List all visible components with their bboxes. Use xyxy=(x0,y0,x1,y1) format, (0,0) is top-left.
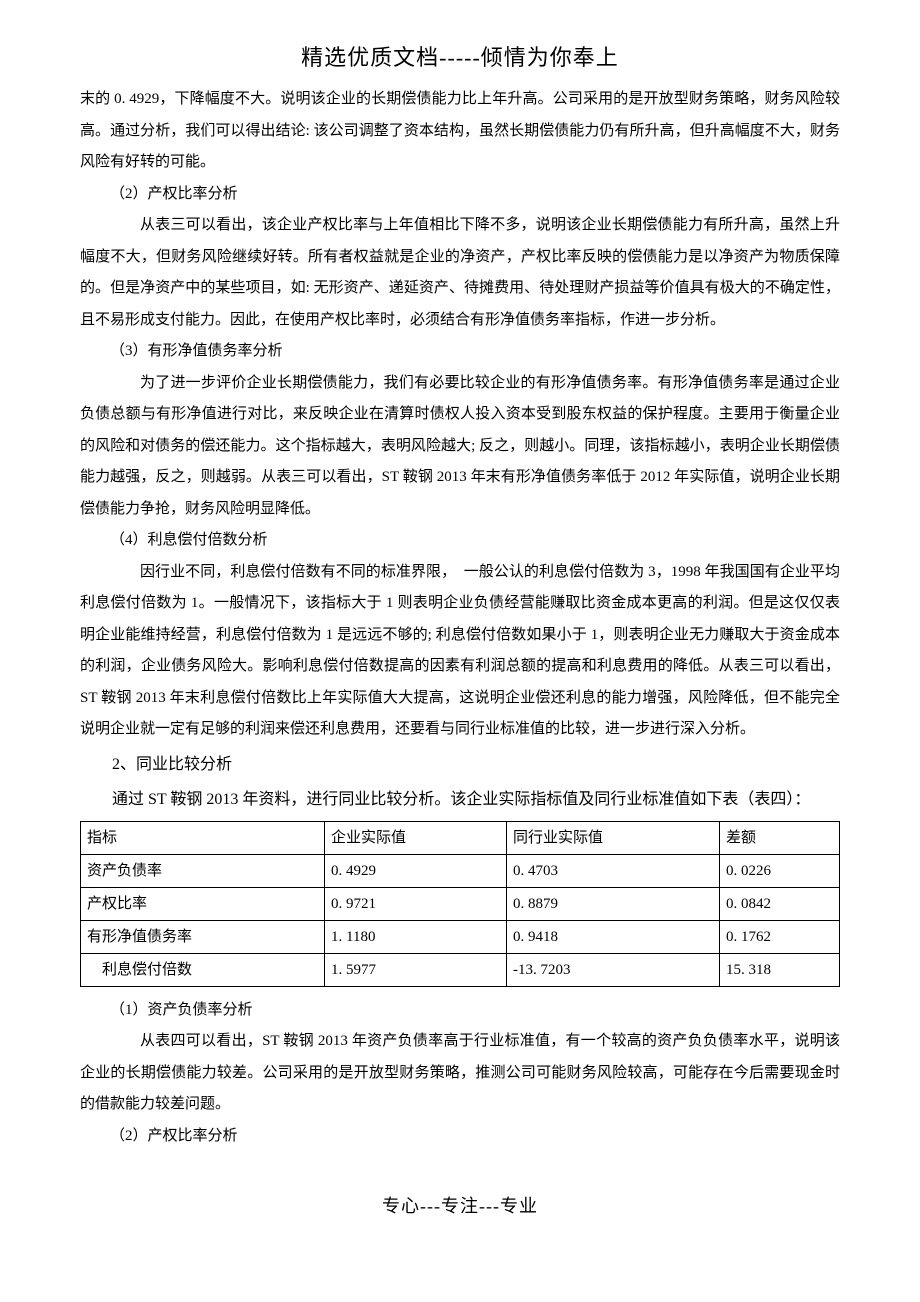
col-difference: 差额 xyxy=(720,821,840,854)
col-company-value: 企业实际值 xyxy=(325,821,507,854)
table-four: 指标 企业实际值 同行业实际值 差额 资产负债率 0. 4929 0. 4703… xyxy=(80,821,840,987)
cell-company: 1. 1180 xyxy=(325,920,507,953)
table-row: 利息偿付倍数 1. 5977 -13. 7203 15. 318 xyxy=(81,953,840,986)
subsection-heading-1b: （1）资产负债率分析 xyxy=(80,995,840,1027)
cell-industry: -13. 7203 xyxy=(507,953,720,986)
cell-company: 1. 5977 xyxy=(325,953,507,986)
cell-indicator: 有形净值债务率 xyxy=(81,920,325,953)
cell-industry: 0. 9418 xyxy=(507,920,720,953)
cell-diff: 15. 318 xyxy=(720,953,840,986)
subsection-heading-4: （4）利息偿付倍数分析 xyxy=(80,525,840,557)
table-header-row: 指标 企业实际值 同行业实际值 差额 xyxy=(81,821,840,854)
table-row: 有形净值债务率 1. 1180 0. 9418 0. 1762 xyxy=(81,920,840,953)
document-body: 末的 0. 4929，下降幅度不大。说明该企业的长期偿债能力比上年升高。公司采用… xyxy=(80,84,840,1152)
cell-diff: 0. 0226 xyxy=(720,854,840,887)
paragraph-interest-coverage: 因行业不同，利息偿付倍数有不同的标准界限， 一般公认的利息偿付倍数为 3，199… xyxy=(80,557,840,746)
cell-industry: 0. 8879 xyxy=(507,887,720,920)
paragraph-asset-liability: 从表四可以看出，ST 鞍钢 2013 年资产负债率高于行业标准值，有一个较高的资… xyxy=(80,1026,840,1121)
page-header: 精选优质文档-----倾情为你奉上 xyxy=(80,40,840,72)
cell-diff: 0. 0842 xyxy=(720,887,840,920)
paragraph-tangible-debt: 为了进一步评价企业长期偿债能力，我们有必要比较企业的有形净值债务率。有形净值债务… xyxy=(80,368,840,526)
paragraph-continuation: 末的 0. 4929，下降幅度不大。说明该企业的长期偿债能力比上年升高。公司采用… xyxy=(80,84,840,179)
subsection-heading-2b: （2）产权比率分析 xyxy=(80,1121,840,1153)
cell-company: 0. 4929 xyxy=(325,854,507,887)
cell-diff: 0. 1762 xyxy=(720,920,840,953)
paragraph-equity-ratio: 从表三可以看出，该企业产权比率与上年值相比下降不多，说明该企业长期偿债能力有所升… xyxy=(80,210,840,336)
table-row: 产权比率 0. 9721 0. 8879 0. 0842 xyxy=(81,887,840,920)
paragraph-table-intro: 通过 ST 鞍钢 2013 年资料，进行同业比较分析。该企业实际指标值及同行业标… xyxy=(80,783,840,817)
cell-indicator: 利息偿付倍数 xyxy=(81,953,325,986)
cell-industry: 0. 4703 xyxy=(507,854,720,887)
subsection-heading-3: （3）有形净值债务率分析 xyxy=(80,336,840,368)
col-indicator: 指标 xyxy=(81,821,325,854)
cell-company: 0. 9721 xyxy=(325,887,507,920)
col-industry-value: 同行业实际值 xyxy=(507,821,720,854)
section-2-heading: 2、同业比较分析 xyxy=(80,748,840,782)
subsection-heading-2: （2）产权比率分析 xyxy=(80,179,840,211)
cell-indicator: 产权比率 xyxy=(81,887,325,920)
table-row: 资产负债率 0. 4929 0. 4703 0. 0226 xyxy=(81,854,840,887)
page-footer: 专心---专注---专业 xyxy=(80,1192,840,1218)
cell-indicator: 资产负债率 xyxy=(81,854,325,887)
